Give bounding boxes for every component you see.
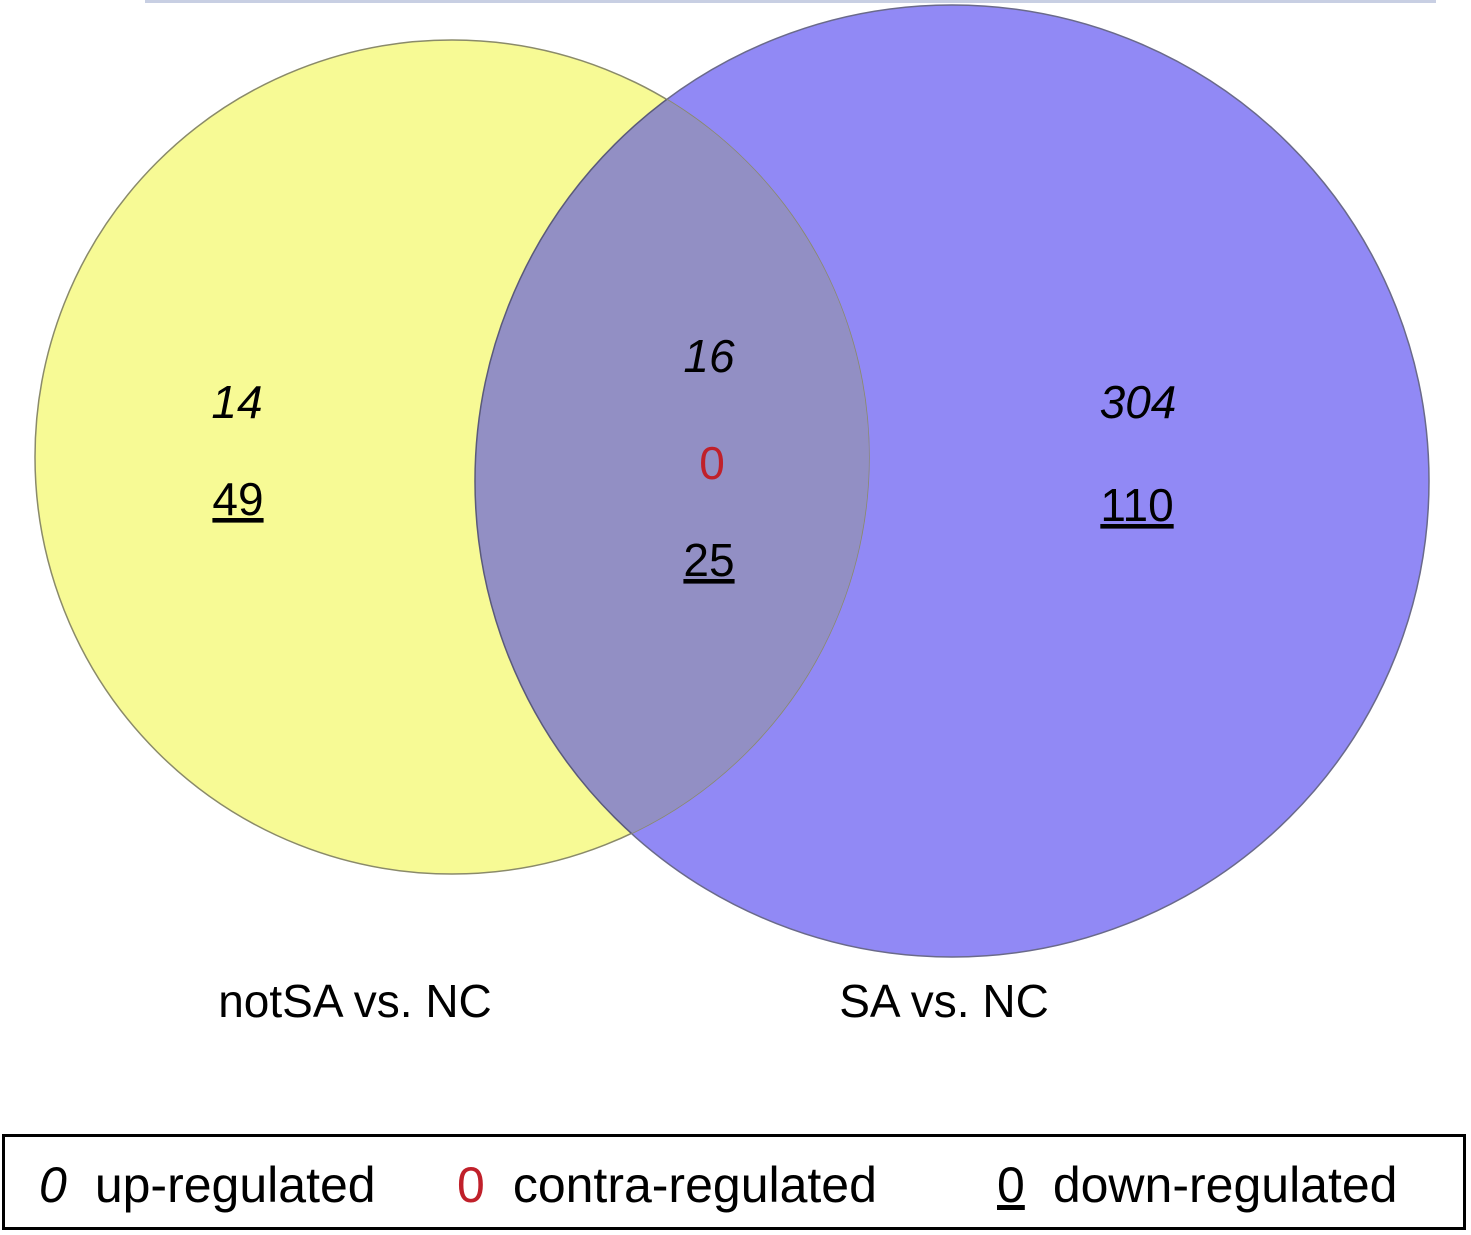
left-only-up-count: 14 (211, 376, 262, 428)
overlap-region (474, 40, 869, 874)
legend-item-down-regulated: 0 down-regulated (997, 1155, 1398, 1215)
legend-symbol-down: 0 (997, 1157, 1025, 1213)
legend-label-up: up-regulated (94, 1157, 376, 1213)
legend: 0 up-regulated 0 contra-regulated 0 down-re… (2, 1134, 1466, 1230)
legend-item-up-regulated: 0 up-regulated (39, 1155, 376, 1215)
legend-symbol-up: 0 (39, 1157, 67, 1213)
overlap-contra-count: 0 (699, 437, 725, 489)
legend-item-contra-regulated: 0 contra-regulated (457, 1155, 877, 1215)
legend-symbol-contra: 0 (457, 1157, 485, 1213)
overlap-up-count: 16 (683, 330, 735, 382)
left-only-down-count: 49 (212, 473, 263, 525)
right-only-up-count: 304 (1100, 376, 1177, 428)
overlap-down-count: 25 (683, 534, 734, 586)
right-only-down-count: 110 (1100, 479, 1173, 531)
set-label-sa-vs-nc: SA vs. NC (839, 975, 1049, 1027)
legend-label-down: down-regulated (1052, 1157, 1398, 1213)
set-label-notsa-vs-nc: notSA vs. NC (218, 975, 492, 1027)
legend-label-contra: contra-regulated (512, 1157, 877, 1213)
